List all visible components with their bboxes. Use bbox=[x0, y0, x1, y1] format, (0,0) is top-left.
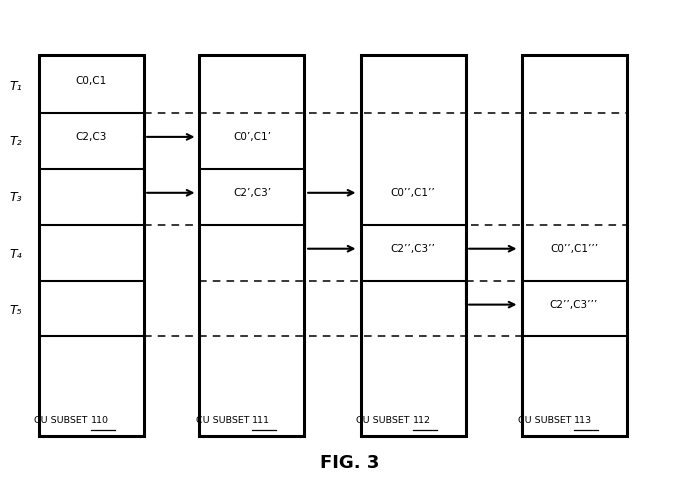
Text: C0,C1: C0,C1 bbox=[76, 76, 106, 86]
Text: T₄: T₄ bbox=[9, 248, 22, 261]
Text: T₅: T₅ bbox=[9, 304, 22, 317]
Text: C2,C3: C2,C3 bbox=[76, 132, 106, 142]
Text: C0’,C1’: C0’,C1’ bbox=[233, 132, 271, 142]
Text: CU SUBSET: CU SUBSET bbox=[356, 416, 413, 425]
Text: CU SUBSET: CU SUBSET bbox=[517, 416, 574, 425]
Text: T₂: T₂ bbox=[9, 135, 22, 147]
Bar bbox=[38, 55, 144, 436]
Text: T₁: T₁ bbox=[9, 80, 22, 93]
Bar bbox=[522, 55, 626, 436]
Text: C2’,C3’: C2’,C3’ bbox=[233, 188, 271, 198]
Text: C0’’,C1’’: C0’’,C1’’ bbox=[391, 188, 435, 198]
Text: 110: 110 bbox=[91, 416, 109, 425]
Text: CU SUBSET: CU SUBSET bbox=[195, 416, 252, 425]
Text: C2’’,C3’’’: C2’’,C3’’’ bbox=[550, 300, 598, 309]
Text: 111: 111 bbox=[252, 416, 270, 425]
Text: CU SUBSET: CU SUBSET bbox=[34, 416, 91, 425]
Bar bbox=[360, 55, 466, 436]
Text: FIG. 3: FIG. 3 bbox=[321, 454, 379, 472]
Text: C2’’,C3’’: C2’’,C3’’ bbox=[391, 244, 435, 254]
Text: C0’’,C1’’’: C0’’,C1’’’ bbox=[550, 244, 598, 254]
Text: 113: 113 bbox=[574, 416, 592, 425]
Text: T₃: T₃ bbox=[9, 191, 22, 204]
Text: 112: 112 bbox=[413, 416, 431, 425]
Bar bbox=[199, 55, 304, 436]
